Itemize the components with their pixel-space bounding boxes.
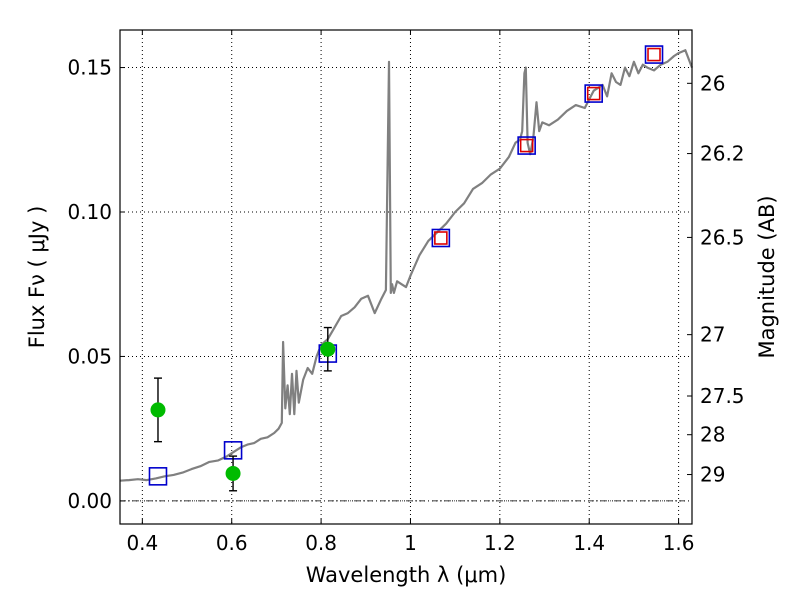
y2-axis-ticks: 26 26.2 26.5 27 27.5 28 29 xyxy=(687,71,745,487)
y2-tick-label: 26 xyxy=(700,71,725,95)
x-tick-label: 1.4 xyxy=(573,531,605,555)
model-point-red xyxy=(647,47,661,62)
observed-point xyxy=(225,465,241,481)
y2-tick-label: 26.5 xyxy=(700,225,745,249)
model-point-red xyxy=(519,138,534,153)
axes-frame xyxy=(119,29,693,525)
x-axis-ticks: 0.4 0.6 0.8 1 1.2 1.4 1.6 xyxy=(126,30,695,555)
x-tick-label: 1.6 xyxy=(663,531,695,555)
y2-tick-label: 29 xyxy=(700,463,725,487)
x-tick-label: 0.8 xyxy=(305,531,337,555)
y2-axis-label: Magnitude (AB) xyxy=(755,195,779,358)
x-tick-label: 0.4 xyxy=(126,531,158,555)
plot-area xyxy=(119,45,694,492)
x-axis-label: Wavelength λ (μm) xyxy=(306,563,507,587)
x-tick-label: 1.2 xyxy=(484,531,516,555)
model-point-blue xyxy=(584,84,603,103)
y-tick-label: 0.00 xyxy=(67,489,112,513)
model-point-blue xyxy=(517,136,536,155)
y2-tick-label: 28 xyxy=(700,423,725,447)
model-point-blue xyxy=(431,228,451,248)
y-tick-label: 0.15 xyxy=(67,56,112,80)
y2-tick-label: 26.2 xyxy=(700,142,745,166)
x-tick-label: 0.6 xyxy=(216,531,248,555)
y-axis-ticks: 0.00 0.05 0.10 0.15 xyxy=(67,56,125,513)
sed-template-line xyxy=(119,49,694,482)
grid xyxy=(120,30,692,524)
y2-tick-label: 27 xyxy=(700,323,725,347)
y-tick-label: 0.10 xyxy=(67,200,112,224)
x-tick-label: 1 xyxy=(404,531,417,555)
y2-tick-label: 27.5 xyxy=(700,384,745,408)
observed-point xyxy=(320,341,336,357)
y-axis-label: Flux Fν ( μJy ) xyxy=(25,206,49,349)
y-tick-label: 0.05 xyxy=(67,344,112,368)
model-point-blue xyxy=(148,467,168,486)
model-point-red xyxy=(586,86,601,101)
model-point-red xyxy=(434,231,448,245)
observed-point xyxy=(150,402,166,418)
model-point-blue xyxy=(644,45,664,64)
